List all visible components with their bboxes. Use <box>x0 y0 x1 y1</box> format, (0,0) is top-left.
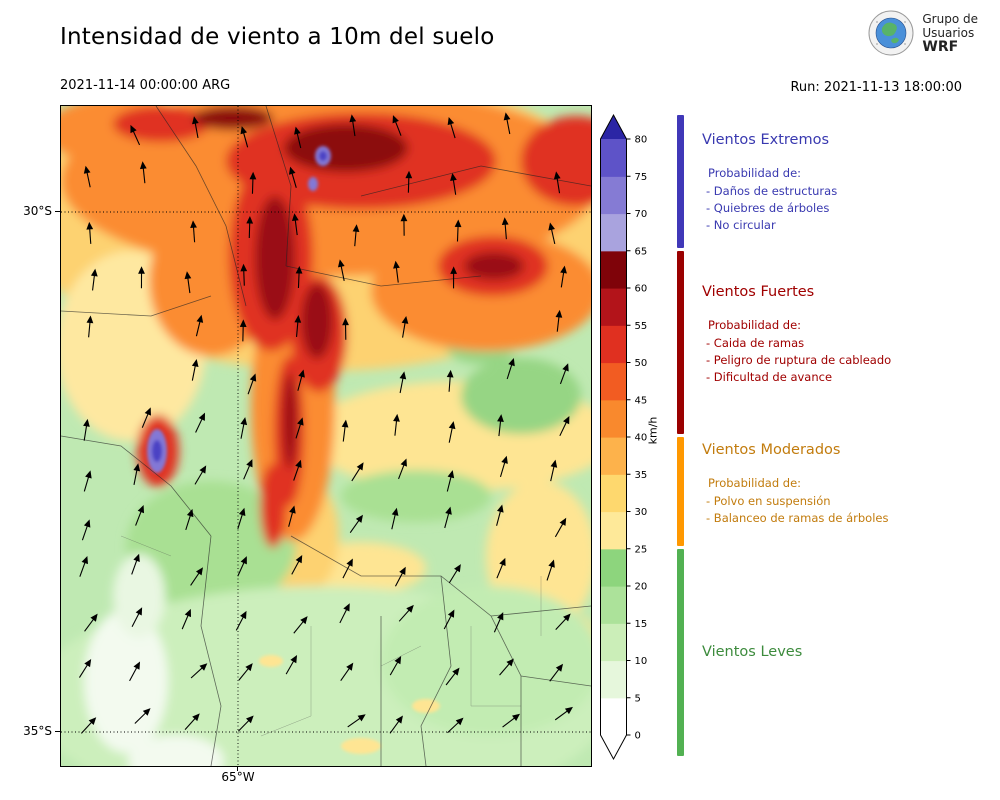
category-bar <box>677 113 684 763</box>
legend-title-fuertes: Vientos Fuertes <box>702 284 815 300</box>
logo-line-3: WRF <box>922 39 959 55</box>
legend-item: - Balanceo de ramas de árboles <box>706 511 889 525</box>
svg-text:15: 15 <box>635 619 648 630</box>
wind-map-svg <box>61 106 591 766</box>
svg-text:75: 75 <box>635 172 648 183</box>
legend-item: - Caida de ramas <box>706 336 805 350</box>
wind-map <box>60 105 592 767</box>
colorbar-svg: 0 5 10 15 20 25 30 35 40 45 50 55 60 65 70 75 80 <box>600 113 648 761</box>
department-borders <box>120 535 542 737</box>
svg-text:80: 80 <box>635 135 648 146</box>
svg-text:60: 60 <box>635 284 648 295</box>
colorbar-unit-label: km/h <box>646 416 660 445</box>
svg-text:10: 10 <box>635 656 648 667</box>
graticule <box>61 106 591 766</box>
wrf-logo: Grupo de Usuarios WRF <box>868 10 978 56</box>
svg-text:35: 35 <box>635 470 648 481</box>
category-bar-segment <box>677 437 684 546</box>
legend-fuertes: Vientos Fuertes Probabilidad de: - Caida… <box>702 284 994 386</box>
svg-text:20: 20 <box>635 582 648 593</box>
svg-text:30: 30 <box>635 507 648 518</box>
legend-moderados: Vientos Moderados Probabilidad de: - Pol… <box>702 442 994 527</box>
svg-text:5: 5 <box>635 693 641 704</box>
legend-item: - No circular <box>706 218 776 232</box>
legend-item: - Daños de estructuras <box>706 184 838 198</box>
svg-text:40: 40 <box>635 433 648 444</box>
legend-extremos: Vientos Extremos Probabilidad de: - Daño… <box>702 132 994 234</box>
svg-text:65: 65 <box>635 246 648 257</box>
wrf-logo-text: Grupo de Usuarios WRF <box>922 12 978 54</box>
legend-prob-extremos: Probabilidad de: <box>708 166 802 180</box>
svg-text:50: 50 <box>635 358 648 369</box>
legend-item: - Peligro de ruptura de cableado <box>706 353 892 367</box>
logo-line-1: Grupo de <box>922 12 978 26</box>
lon-tick-65w <box>237 766 238 771</box>
lon-label-65w: 65°W <box>221 770 255 784</box>
wind-arrows <box>78 112 573 734</box>
legend-prob-fuertes: Probabilidad de: <box>708 318 802 332</box>
valid-time-label: 2021-11-14 00:00:00 ARG <box>60 78 231 93</box>
legend-item: - Polvo en suspensión <box>706 494 831 508</box>
logo-line-2: Usuarios <box>922 26 975 40</box>
category-bar-segment <box>677 548 684 757</box>
svg-text:45: 45 <box>635 395 648 406</box>
legend-item: - Quiebres de árboles <box>706 201 830 215</box>
svg-text:0: 0 <box>635 731 641 742</box>
lat-label-35s: 35°S <box>23 724 52 738</box>
legend-title-extremos: Vientos Extremos <box>702 132 830 148</box>
category-bar-segment <box>677 115 684 248</box>
svg-text:25: 25 <box>635 544 648 555</box>
wind-intensity-field <box>61 106 591 766</box>
lat-tick-30s <box>55 211 60 212</box>
svg-text:55: 55 <box>635 321 648 332</box>
colorbar: 0 5 10 15 20 25 30 35 40 45 50 55 60 65 70 75 80 <box>600 113 672 763</box>
run-time-label: Run: 2021-11-13 18:00:00 <box>790 80 962 95</box>
lat-tick-35s <box>55 731 60 732</box>
legend-leves: Vientos Leves <box>702 644 994 678</box>
legend-item: - Dificultad de avance <box>706 370 833 384</box>
wrf-globe-icon <box>868 10 914 56</box>
legend-title-leves: Vientos Leves <box>702 644 803 660</box>
page-title: Intensidad de viento a 10m del suelo <box>60 24 495 50</box>
lat-label-30s: 30°S <box>23 204 52 218</box>
legend-title-moderados: Vientos Moderados <box>702 442 841 458</box>
category-bar-segment <box>677 250 684 435</box>
svg-text:70: 70 <box>635 209 648 220</box>
legend-prob-moderados: Probabilidad de: <box>708 476 802 490</box>
